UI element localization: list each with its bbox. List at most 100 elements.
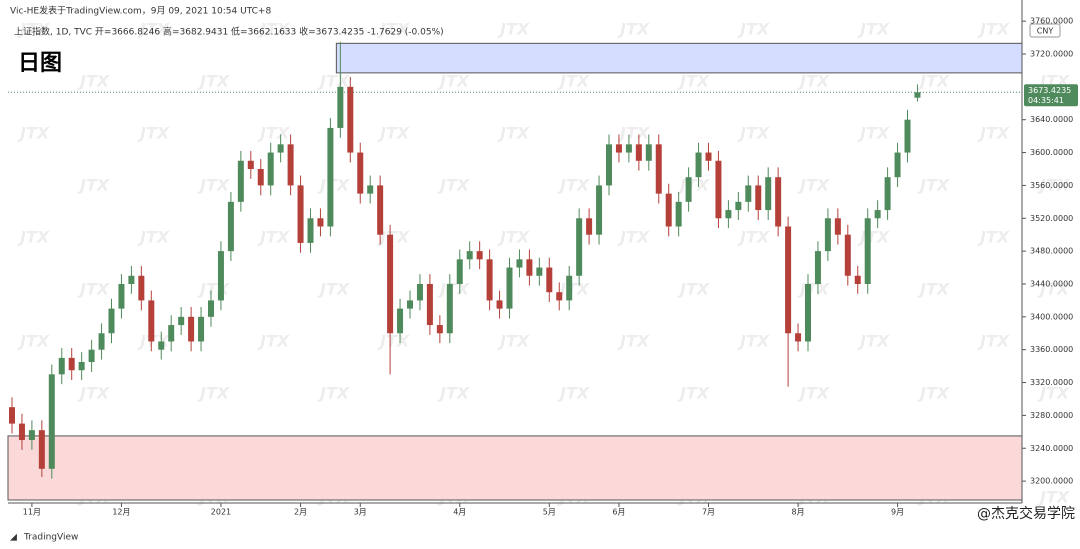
candle-body	[357, 152, 364, 194]
candle-body	[327, 127, 334, 227]
watermark: JTX	[797, 176, 830, 195]
candle-body	[38, 430, 45, 469]
x-tick-label: 6月	[612, 508, 625, 517]
watermark: JTX	[557, 384, 590, 403]
watermark: JTX	[317, 72, 350, 91]
candle-body	[645, 144, 652, 161]
candle-body	[904, 119, 911, 153]
candle-body	[844, 234, 851, 276]
y-tick-label: 3240.0000	[1030, 444, 1073, 453]
watermark: JTX	[317, 384, 350, 403]
candle-body	[775, 177, 782, 227]
watermark: JTX	[977, 332, 1010, 351]
watermark: JTX	[497, 228, 530, 247]
candle-body	[267, 152, 274, 186]
candle-body	[586, 218, 593, 235]
watermark: JTX	[437, 176, 470, 195]
candle-body	[486, 259, 493, 301]
candle-body	[526, 259, 533, 276]
watermark: JTX	[677, 176, 710, 195]
candle-body	[874, 210, 881, 219]
candle-body	[48, 374, 55, 469]
watermark: JTX	[377, 228, 410, 247]
candle-body	[596, 185, 603, 235]
zones	[7, 42, 1023, 501]
candle-body	[665, 193, 672, 227]
candle-body	[9, 407, 15, 424]
candle-body	[387, 234, 394, 334]
x-tick-label: 8月	[792, 508, 805, 517]
watermark: JTX	[497, 124, 530, 143]
candle-body	[416, 283, 423, 301]
candle-body	[755, 185, 762, 211]
candle-body	[148, 300, 155, 342]
watermark: JTX	[77, 72, 110, 91]
price-tag-countdown: 04:35:41	[1028, 96, 1064, 105]
candle-body	[745, 185, 752, 202]
watermark: JTX	[437, 280, 470, 299]
candle-body	[277, 144, 284, 153]
watermark: JTX	[557, 280, 590, 299]
candle-body	[337, 86, 344, 128]
y-tick-label: 3360.0000	[1030, 345, 1073, 354]
candle-body	[735, 201, 742, 211]
candle-body	[446, 283, 453, 334]
watermark: JTX	[197, 176, 230, 195]
watermark: JTX	[1037, 280, 1070, 299]
candle-body	[516, 259, 523, 268]
candle-body	[625, 144, 632, 153]
watermark: JTX	[917, 280, 950, 299]
candle-body	[456, 259, 463, 284]
watermark: JTX	[17, 124, 50, 143]
watermark: JTX	[497, 20, 530, 39]
candle-body	[188, 316, 195, 342]
y-tick-label: 3520.0000	[1030, 214, 1073, 223]
watermark: JTX	[977, 228, 1010, 247]
watermark: JTX	[17, 228, 50, 247]
candle-body	[785, 226, 792, 334]
candle-body	[725, 210, 732, 219]
symbol-line: 上证指数, 1D, TVC 开=3666.8246 高=3682.9431 低=…	[14, 26, 444, 38]
candle-body	[814, 251, 821, 284]
candle-body	[307, 218, 314, 243]
watermark: JTX	[317, 176, 350, 195]
watermark: JTX	[857, 20, 890, 39]
candle-body	[297, 185, 304, 243]
candle-body	[257, 168, 264, 186]
watermark: JTX	[857, 332, 890, 351]
watermark: JTX	[557, 176, 590, 195]
candle-body	[506, 267, 513, 309]
x-tick-label: 5月	[543, 508, 556, 517]
candle-body	[546, 267, 553, 293]
watermark: JTX	[1037, 176, 1070, 195]
candle-body	[426, 283, 433, 326]
candle-body	[118, 283, 125, 309]
x-tick-label: 2021	[211, 508, 231, 517]
candle-body	[655, 144, 662, 194]
x-tick-label: 7月	[702, 508, 715, 517]
candle-body	[436, 325, 443, 334]
candle-body	[675, 201, 682, 227]
candle-body	[78, 362, 85, 371]
x-tick-label: 12月	[112, 508, 130, 517]
y-tick-label: 3640.0000	[1030, 115, 1073, 124]
watermark: JTX	[197, 384, 230, 403]
candle-body	[88, 349, 95, 363]
candle-body	[68, 357, 75, 371]
watermark: JTX	[797, 72, 830, 91]
candle-body	[138, 275, 145, 301]
candle-body	[765, 177, 772, 211]
y-tick-label: 3480.0000	[1030, 247, 1073, 256]
candle-body	[58, 357, 65, 375]
watermark: JTX	[17, 20, 50, 39]
y-tick-label: 3320.0000	[1030, 378, 1073, 387]
y-tick-label: 3560.0000	[1030, 181, 1073, 190]
candle-body	[208, 300, 214, 317]
candle-body	[606, 144, 612, 186]
currency-box	[1029, 23, 1061, 38]
candle-body	[615, 144, 622, 153]
watermark: JTX	[857, 124, 890, 143]
x-tick-label: 3月	[354, 508, 367, 517]
candle-body	[695, 152, 702, 178]
credit: @杰克交易学院	[977, 505, 1075, 522]
